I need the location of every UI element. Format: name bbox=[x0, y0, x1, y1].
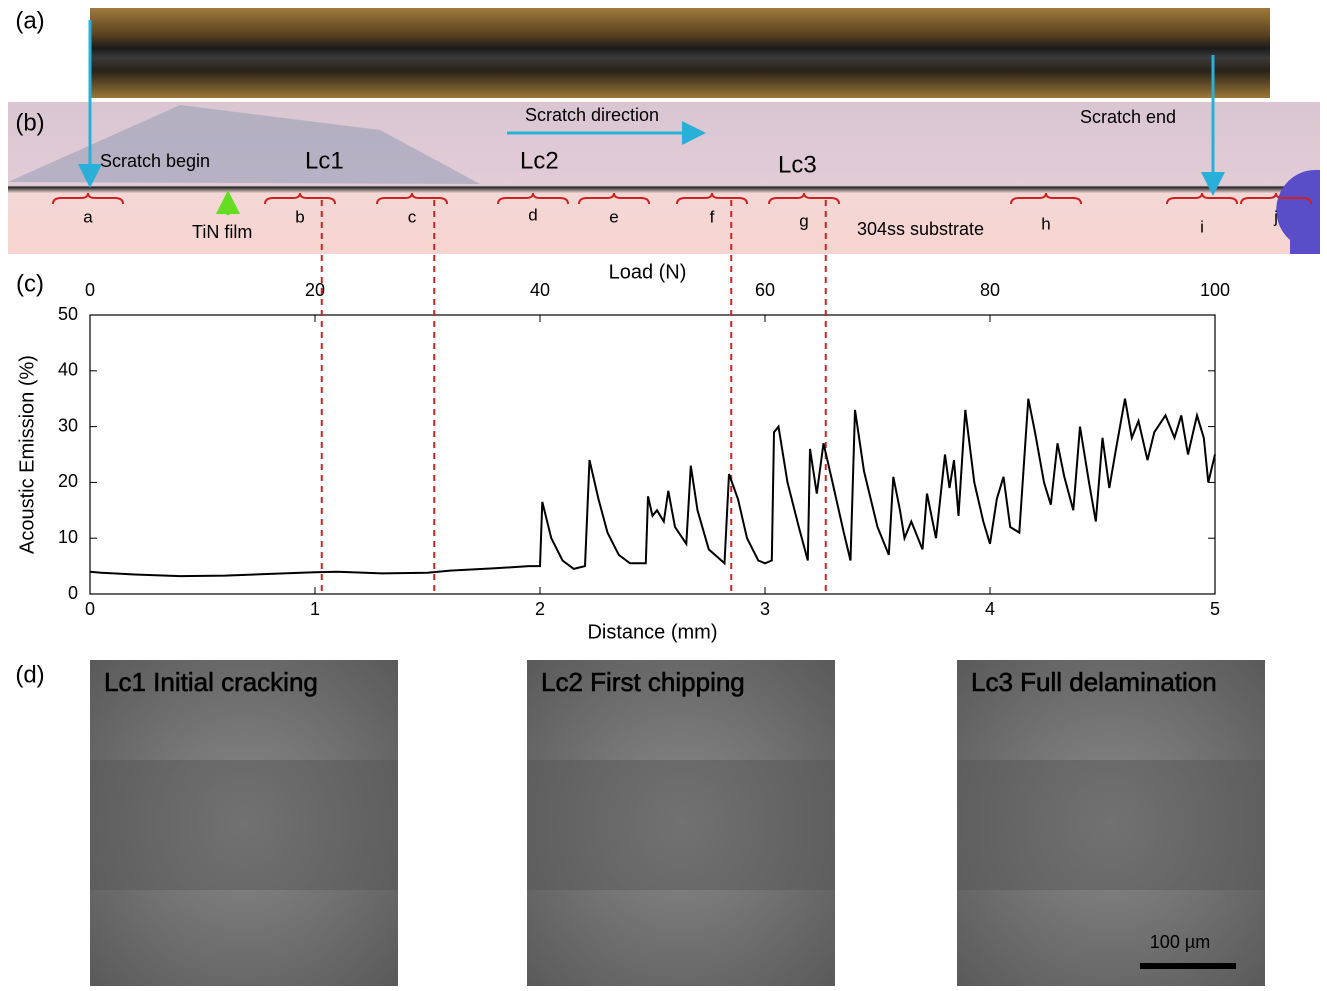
data-line bbox=[90, 399, 1215, 576]
sem-band bbox=[957, 760, 1265, 890]
y-tick-label: 50 bbox=[58, 304, 78, 324]
annotation: Lc3 bbox=[778, 151, 817, 178]
figure: (a) (b) (c) (d) Scratch direction Scratch beg… bbox=[0, 0, 1327, 986]
region-label: c bbox=[408, 207, 417, 226]
region-label: j bbox=[1273, 207, 1278, 226]
x2-tick-label: 60 bbox=[755, 280, 775, 300]
annotation: Lc2 bbox=[520, 147, 559, 174]
y-tick-label: 40 bbox=[58, 360, 78, 380]
annotation: Scratch end bbox=[1080, 107, 1176, 127]
sem-caption: Lc1 Initial cracking bbox=[104, 667, 318, 697]
region-label: a bbox=[83, 207, 93, 226]
region-label: h bbox=[1041, 214, 1050, 233]
x2-tick-label: 80 bbox=[980, 280, 1000, 300]
x-axis-title: Distance (mm) bbox=[587, 621, 717, 643]
y-tick-label: 0 bbox=[68, 583, 78, 603]
panel-label: (a) bbox=[15, 7, 44, 34]
x-tick-label: 3 bbox=[760, 599, 770, 619]
x2-tick-label: 40 bbox=[530, 280, 550, 300]
scale-bar-label: 100 µm bbox=[1150, 932, 1210, 952]
annotation: 304ss substrate bbox=[857, 219, 984, 239]
region-label: d bbox=[528, 205, 537, 224]
annotation: Scratch direction bbox=[525, 105, 659, 125]
panel-label: (d) bbox=[15, 661, 44, 688]
panel-label: (c) bbox=[16, 270, 44, 297]
x-tick-label: 0 bbox=[85, 599, 95, 619]
x-tick-label: 1 bbox=[310, 599, 320, 619]
sem-band bbox=[527, 760, 835, 890]
sem-caption: Lc3 Full delamination bbox=[971, 667, 1217, 697]
x2-axis-title: Load (N) bbox=[609, 261, 687, 283]
y-tick-label: 10 bbox=[58, 527, 78, 547]
plot-frame bbox=[90, 315, 1215, 594]
x-tick-label: 4 bbox=[985, 599, 995, 619]
panel-label: (b) bbox=[15, 109, 44, 136]
annotation: Scratch begin bbox=[100, 151, 210, 171]
region-label: e bbox=[609, 207, 618, 226]
region-label: b bbox=[295, 207, 304, 226]
x2-tick-label: 100 bbox=[1200, 280, 1230, 300]
x2-tick-label: 0 bbox=[85, 280, 95, 300]
region-label: i bbox=[1200, 217, 1204, 236]
annotation: Lc1 bbox=[305, 147, 344, 174]
region-label: f bbox=[710, 207, 715, 226]
sem-caption: Lc2 First chipping bbox=[541, 667, 745, 697]
sem-band bbox=[90, 760, 398, 890]
y-tick-label: 20 bbox=[58, 471, 78, 491]
optical-image-a bbox=[90, 8, 1270, 98]
region-label: g bbox=[799, 211, 808, 230]
y-tick-label: 30 bbox=[58, 415, 78, 435]
y-axis-title: Acoustic Emission (%) bbox=[16, 355, 38, 554]
x-tick-label: 5 bbox=[1210, 599, 1220, 619]
annotation: TiN film bbox=[192, 222, 252, 242]
x-tick-label: 2 bbox=[535, 599, 545, 619]
